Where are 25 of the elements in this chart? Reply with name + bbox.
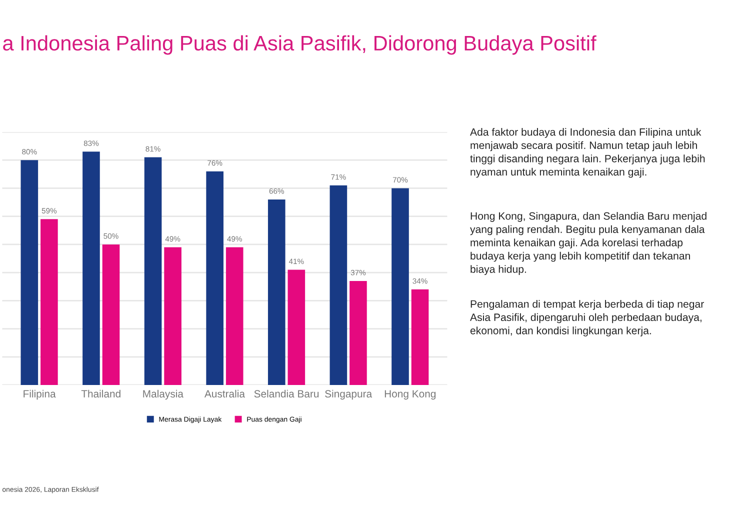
bar <box>20 160 38 385</box>
bar <box>206 171 224 385</box>
bar <box>164 247 182 385</box>
bar <box>268 199 286 385</box>
bar <box>350 280 367 385</box>
text: Pengalaman di tempat kerja berbeda di tiap negar Asia Pasifik, dipengaruhi oleh perbedaan budaya, ekonomi, dan kondisi lingkungan kerja. <box>470 300 704 336</box>
bar <box>40 219 58 385</box>
x-tick-label: Filipina <box>24 390 56 400</box>
bar <box>411 289 429 385</box>
text: Hong Kong, Singapura, dan Selandia Baru menjad yang paling rendah. Begitu pula kenyamanan dala meminta kenaikan gaji. Ada korelasi terhadap budaya kerja yang lebih kompetitif dan tekanan biaya hidup. <box>470 212 706 275</box>
x-tick-label: Australia <box>204 390 245 398</box>
bar <box>330 185 348 385</box>
bar <box>288 270 306 385</box>
text: Ada faktor budaya di Indonesia dan Filipina untuk menjawab secara positif. Namun tetap jauh lebih tinggi disanding negara lain. Pekerjanya juga lebih nyaman untuk meminta kenaikan gaji. <box>470 128 705 178</box>
x-tick-label: Thailand <box>81 390 120 398</box>
bar <box>392 188 409 385</box>
x-tick-label: Malaysia <box>143 390 184 400</box>
bar <box>144 157 162 385</box>
bar <box>226 247 244 385</box>
x-tick-label: Singapura <box>325 390 372 400</box>
bar <box>102 244 120 385</box>
chart-title: a Indonesia Paling Puas di Asia Pasifik, Didorong Budaya Positif <box>3 35 596 55</box>
x-tick-label: Hong Kong <box>384 390 436 400</box>
bar <box>82 152 100 385</box>
x-tick-label: Selandia Baru <box>254 390 319 398</box>
